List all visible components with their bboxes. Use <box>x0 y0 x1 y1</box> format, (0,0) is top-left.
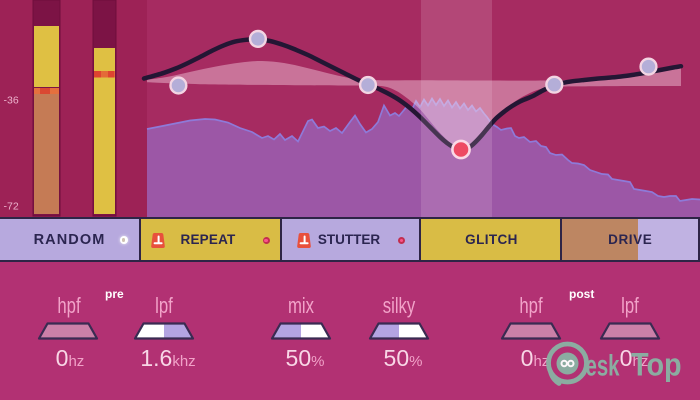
svg-text:esk: esk <box>586 350 621 383</box>
svg-text:Top: Top <box>631 347 682 383</box>
svg-text:-36: -36 <box>4 95 19 107</box>
svg-text:-72: -72 <box>4 201 19 213</box>
